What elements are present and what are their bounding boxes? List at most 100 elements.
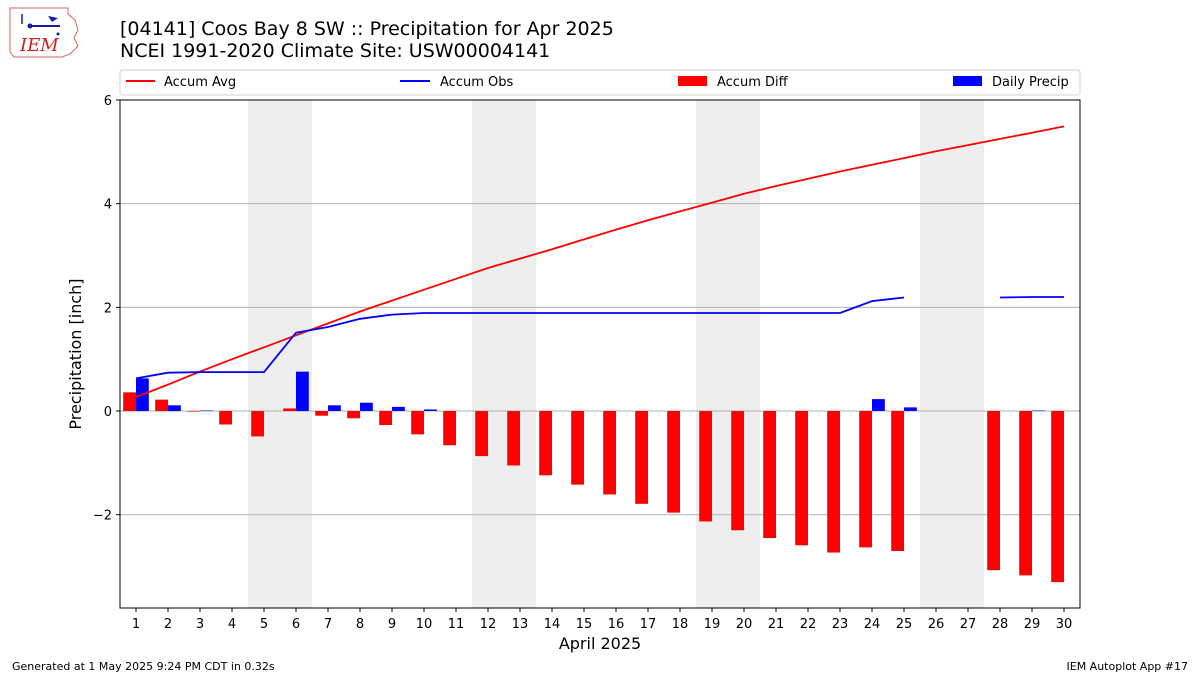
- y-tick-label: 2: [104, 301, 112, 316]
- accum-diff-bar: [155, 399, 168, 412]
- plot-frame: [119, 99, 1081, 609]
- daily-precip-bar: [424, 409, 437, 412]
- x-tick-label: 26: [928, 617, 945, 632]
- chart-title: [04141] Coos Bay 8 SW :: Precipitation f…: [120, 18, 614, 40]
- x-tick-label: 2: [164, 617, 172, 632]
- footer-app: IEM Autoplot App #17: [1067, 660, 1189, 673]
- accum-obs-line: [135, 296, 905, 380]
- accum-diff-bar: [635, 411, 648, 504]
- accum-obs-line: [999, 296, 1064, 299]
- accum-diff-bar: [251, 411, 264, 437]
- accum-diff-bar: [379, 411, 392, 426]
- x-tick-label: 14: [544, 617, 561, 632]
- weekend-shade-3: [696, 100, 760, 608]
- accum-diff-bar: [187, 411, 200, 412]
- accum-diff-bar: [667, 411, 680, 513]
- accum-diff-bar: [763, 411, 776, 539]
- chart-subtitle: NCEI 1991-2020 Climate Site: USW00004141: [120, 40, 550, 62]
- daily-precip-bar: [328, 405, 341, 412]
- daily-precip-bar: [392, 406, 405, 412]
- legend-label-accum-diff: Accum Diff: [717, 75, 789, 90]
- x-axis-label: April 2025: [559, 634, 641, 653]
- x-tick-label: 24: [864, 617, 881, 632]
- legend-label-daily-precip: Daily Precip: [992, 75, 1069, 90]
- y-tick-label: 6: [104, 94, 112, 109]
- accum-diff-bar: [891, 411, 904, 551]
- legend-swatch-daily-precip: [953, 76, 982, 86]
- x-tick-label: 6: [292, 617, 300, 632]
- accum-diff-bar: [1051, 411, 1064, 583]
- accum-diff-bar: [603, 411, 616, 495]
- y-tick-label: 0: [104, 405, 112, 420]
- x-tick-label: 5: [260, 617, 268, 632]
- accum-diff-bar: [699, 411, 712, 522]
- accum-diff-bar: [411, 411, 424, 435]
- x-tick-label: 21: [768, 617, 785, 632]
- accum-avg-line: [135, 125, 1065, 398]
- accum-diff-bar: [539, 411, 552, 476]
- legend: Accum Avg Accum Obs Accum Diff Daily Pre…: [119, 69, 1081, 96]
- y-axis-label: Precipitation [inch]: [66, 278, 85, 429]
- x-tick-label: 13: [512, 617, 529, 632]
- x-tick-label: 28: [992, 617, 1009, 632]
- x-tick-label: 8: [356, 617, 364, 632]
- x-tick-label: 19: [704, 617, 721, 632]
- footer-generated: Generated at 1 May 2025 9:24 PM CDT in 0…: [12, 660, 275, 673]
- daily-precip-bar: [904, 407, 917, 412]
- daily-precip-bar: [1032, 410, 1045, 412]
- y-tick-label: 4: [104, 198, 112, 213]
- x-tick-label: 17: [640, 617, 657, 632]
- x-tick-label: 20: [736, 617, 753, 632]
- y-tick-label: −2: [93, 509, 112, 524]
- x-tick-label: 7: [324, 617, 332, 632]
- accum-diff-bar: [283, 408, 296, 412]
- accum-diff-bar: [987, 411, 1000, 571]
- accum-diff-bar: [315, 411, 328, 416]
- weekend-shade-1: [248, 100, 312, 608]
- legend-label-accum-obs: Accum Obs: [440, 75, 513, 90]
- x-tick-label: 25: [896, 617, 913, 632]
- lines: [135, 125, 1065, 398]
- weekend-shade-4: [920, 100, 984, 608]
- weekend-shading: [248, 100, 984, 608]
- x-tick-label: 10: [416, 617, 433, 632]
- x-tick-label: 11: [448, 617, 465, 632]
- x-tick-label: 27: [960, 617, 977, 632]
- x-tick-label: 12: [480, 617, 497, 632]
- x-tick-label: 3: [196, 617, 204, 632]
- accum-diff-bar: [859, 411, 872, 548]
- weekend-shade-2: [472, 100, 536, 608]
- x-tick-label: 23: [832, 617, 849, 632]
- x-tick-label: 30: [1056, 617, 1073, 632]
- accum-diff-bar: [507, 411, 520, 466]
- daily-precip-bar: [296, 371, 309, 412]
- accum-diff-bar: [731, 411, 744, 531]
- daily-precip-bar: [168, 405, 181, 412]
- daily-precip-bar: [200, 410, 213, 412]
- x-tick-label: 9: [388, 617, 396, 632]
- x-tick-label: 15: [576, 617, 593, 632]
- accum-diff-bar: [123, 392, 136, 412]
- accum-diff-bar: [347, 411, 360, 419]
- x-tick-label: 1: [132, 617, 140, 632]
- x-tick-label: 18: [672, 617, 689, 632]
- accum-diff-bar: [827, 411, 840, 553]
- legend-swatch-accum-diff: [678, 76, 707, 86]
- legend-label-accum-avg: Accum Avg: [164, 75, 236, 90]
- accum-diff-bar: [475, 411, 488, 457]
- iem-logo: IEM: [9, 7, 79, 58]
- x-tick-label: 22: [800, 617, 817, 632]
- x-tick-label: 29: [1024, 617, 1041, 632]
- daily-precip-bar: [360, 402, 373, 412]
- accum-diff-bar: [1019, 411, 1032, 576]
- x-tick-label: 16: [608, 617, 625, 632]
- accum-diff-bar: [443, 411, 456, 446]
- daily-precip-bar: [872, 399, 885, 412]
- logo-text: IEM: [19, 35, 59, 56]
- x-tick-label: 4: [228, 617, 236, 632]
- accum-diff-bar: [795, 411, 808, 546]
- accum-diff-bar: [219, 411, 232, 425]
- accum-diff-bar: [571, 411, 584, 485]
